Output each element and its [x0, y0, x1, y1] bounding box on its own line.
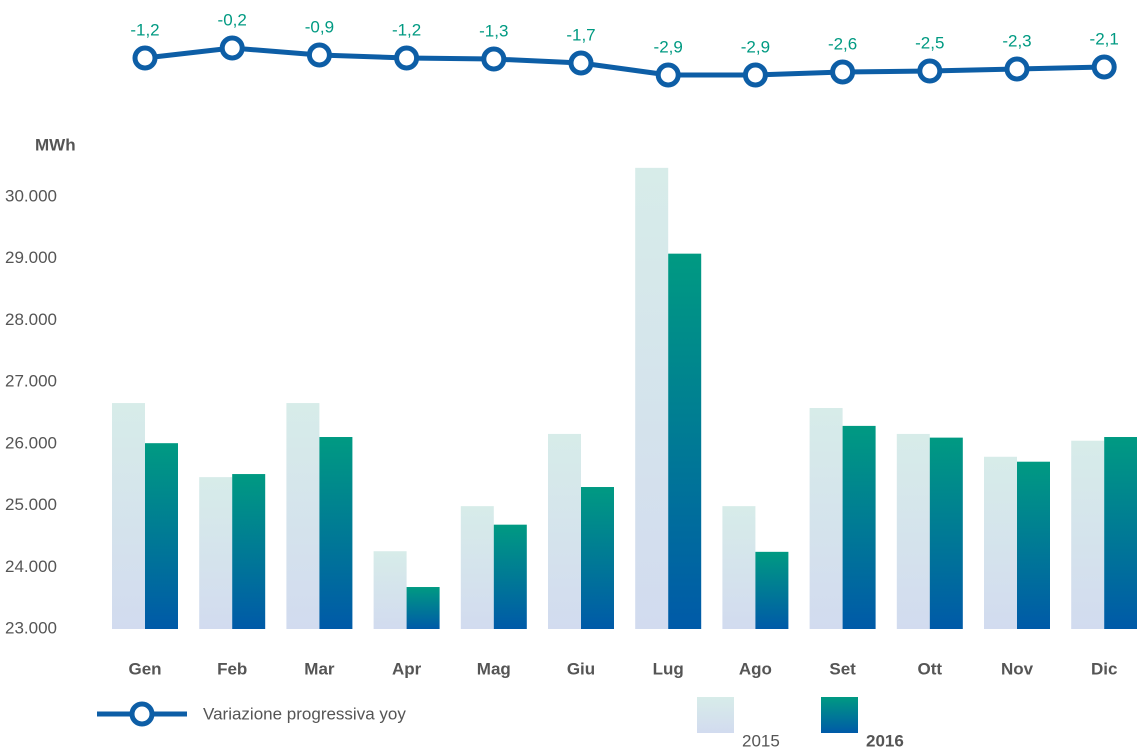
legend-label: 2015 — [742, 731, 780, 750]
line-point — [917, 58, 943, 84]
legend-label: Variazione progressiva yoy — [203, 704, 406, 723]
bar — [1104, 437, 1137, 629]
bar — [373, 551, 407, 629]
x-tick-label: Set — [829, 659, 856, 678]
y-tick-label: 29.000 — [5, 248, 57, 267]
bar — [112, 403, 145, 629]
bar — [286, 403, 320, 629]
bar — [809, 407, 843, 629]
bar — [842, 425, 876, 629]
data-label: -1,7 — [566, 25, 595, 44]
bar — [145, 443, 178, 629]
line-point — [481, 46, 507, 72]
x-tick-label: Apr — [392, 659, 422, 678]
data-label: -2,1 — [1090, 29, 1119, 48]
x-tick-label: Mar — [304, 659, 335, 678]
x-tick-label: Gen — [128, 659, 161, 678]
bar — [668, 253, 702, 630]
bar — [581, 487, 614, 629]
x-tick-label: Mag — [477, 659, 511, 678]
data-label: -2,6 — [828, 34, 857, 53]
data-label: -1,2 — [130, 20, 159, 39]
y-tick-label: 24.000 — [5, 557, 57, 576]
bar — [755, 551, 789, 629]
x-tick-label: Feb — [217, 659, 247, 678]
line-point — [1004, 56, 1030, 82]
bar — [1017, 461, 1050, 629]
line-point — [219, 35, 245, 61]
legend-label: 2016 — [866, 731, 904, 750]
bar — [929, 437, 963, 629]
line-point — [568, 50, 594, 76]
data-label: -0,2 — [218, 10, 247, 29]
x-tick-label: Nov — [1001, 659, 1034, 678]
line — [144, 45, 1105, 78]
line-point — [655, 62, 681, 88]
data-label: -2,9 — [741, 37, 770, 56]
y-tick-label: 23.000 — [5, 618, 57, 637]
y-tick-label: 27.000 — [5, 372, 57, 391]
line-point — [1091, 54, 1117, 80]
data-label: -1,2 — [392, 20, 421, 39]
data-label: -2,5 — [915, 33, 944, 52]
data-label: -1,3 — [479, 21, 508, 40]
bar — [1071, 440, 1105, 629]
y-tick-label: 30.000 — [5, 186, 57, 205]
legend-marker — [129, 701, 155, 727]
y-tick-label: 28.000 — [5, 310, 57, 329]
legend-swatch — [821, 697, 858, 733]
bar — [722, 506, 756, 629]
data-label: -2,3 — [1002, 31, 1031, 50]
line-point — [306, 42, 332, 68]
bar — [232, 474, 266, 629]
bar — [896, 433, 930, 629]
x-tick-label: Lug — [653, 659, 684, 678]
line-point — [742, 62, 768, 88]
bar — [635, 167, 669, 630]
line-point — [830, 59, 856, 85]
bar — [406, 587, 440, 629]
bar — [984, 456, 1017, 629]
bar — [319, 437, 353, 629]
x-tick-label: Ago — [739, 659, 772, 678]
bar — [548, 433, 581, 629]
y-axis-label: MWh — [35, 135, 76, 154]
data-label: -0,9 — [305, 17, 334, 36]
data-label: -2,9 — [654, 37, 683, 56]
legend-swatch — [697, 697, 734, 733]
line-point — [394, 45, 420, 71]
x-tick-label: Ott — [918, 659, 943, 678]
y-tick-label: 26.000 — [5, 433, 57, 452]
bar — [199, 477, 233, 629]
bar — [460, 506, 494, 629]
bar — [493, 524, 527, 629]
line-point — [132, 45, 158, 71]
x-tick-label: Dic — [1091, 659, 1117, 678]
y-tick-label: 25.000 — [5, 495, 57, 514]
x-tick-label: Giu — [567, 659, 595, 678]
